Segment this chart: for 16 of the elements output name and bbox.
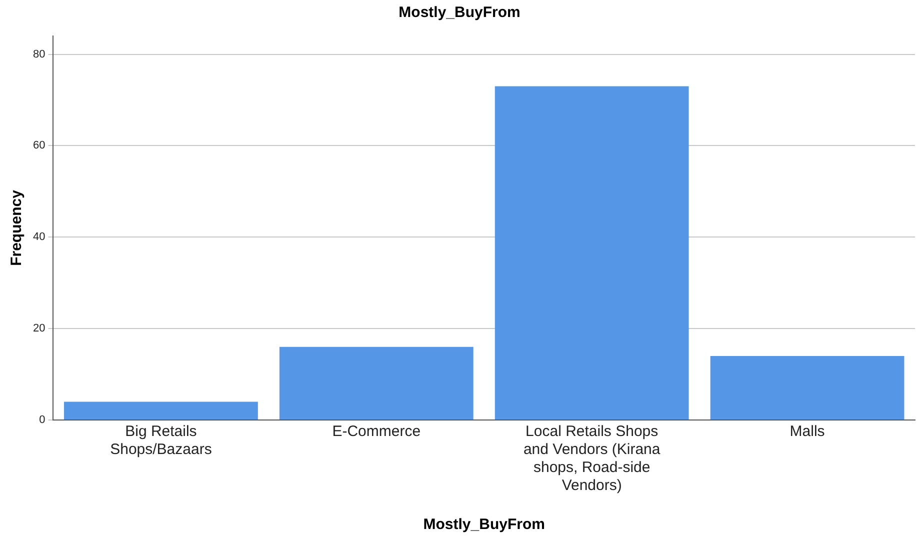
bar [279, 346, 474, 420]
y-tick-label: 40 [32, 231, 46, 244]
bar [64, 402, 258, 420]
y-tick-label: 60 [32, 140, 46, 152]
chart-title: Mostly_BuyFrom [398, 4, 520, 22]
x-axis-title: Mostly_BuyFrom [423, 516, 545, 534]
y-axis-title: Frequency [8, 189, 26, 266]
x-tick-label: E-Commerce [332, 423, 421, 440]
y-tick-label: 80 [32, 48, 46, 60]
bar [710, 356, 904, 420]
x-tick-label: Malls [790, 423, 825, 440]
y-tick-label: 0 [39, 414, 46, 426]
x-tick-label: Local Retails Shops and Vendors (Kirana shops, Road-side Vendors) [523, 423, 661, 494]
y-tick-label: 20 [32, 322, 46, 335]
bar [494, 86, 689, 420]
x-tick-label: Big Retails Shops/Bazaars [110, 423, 212, 458]
